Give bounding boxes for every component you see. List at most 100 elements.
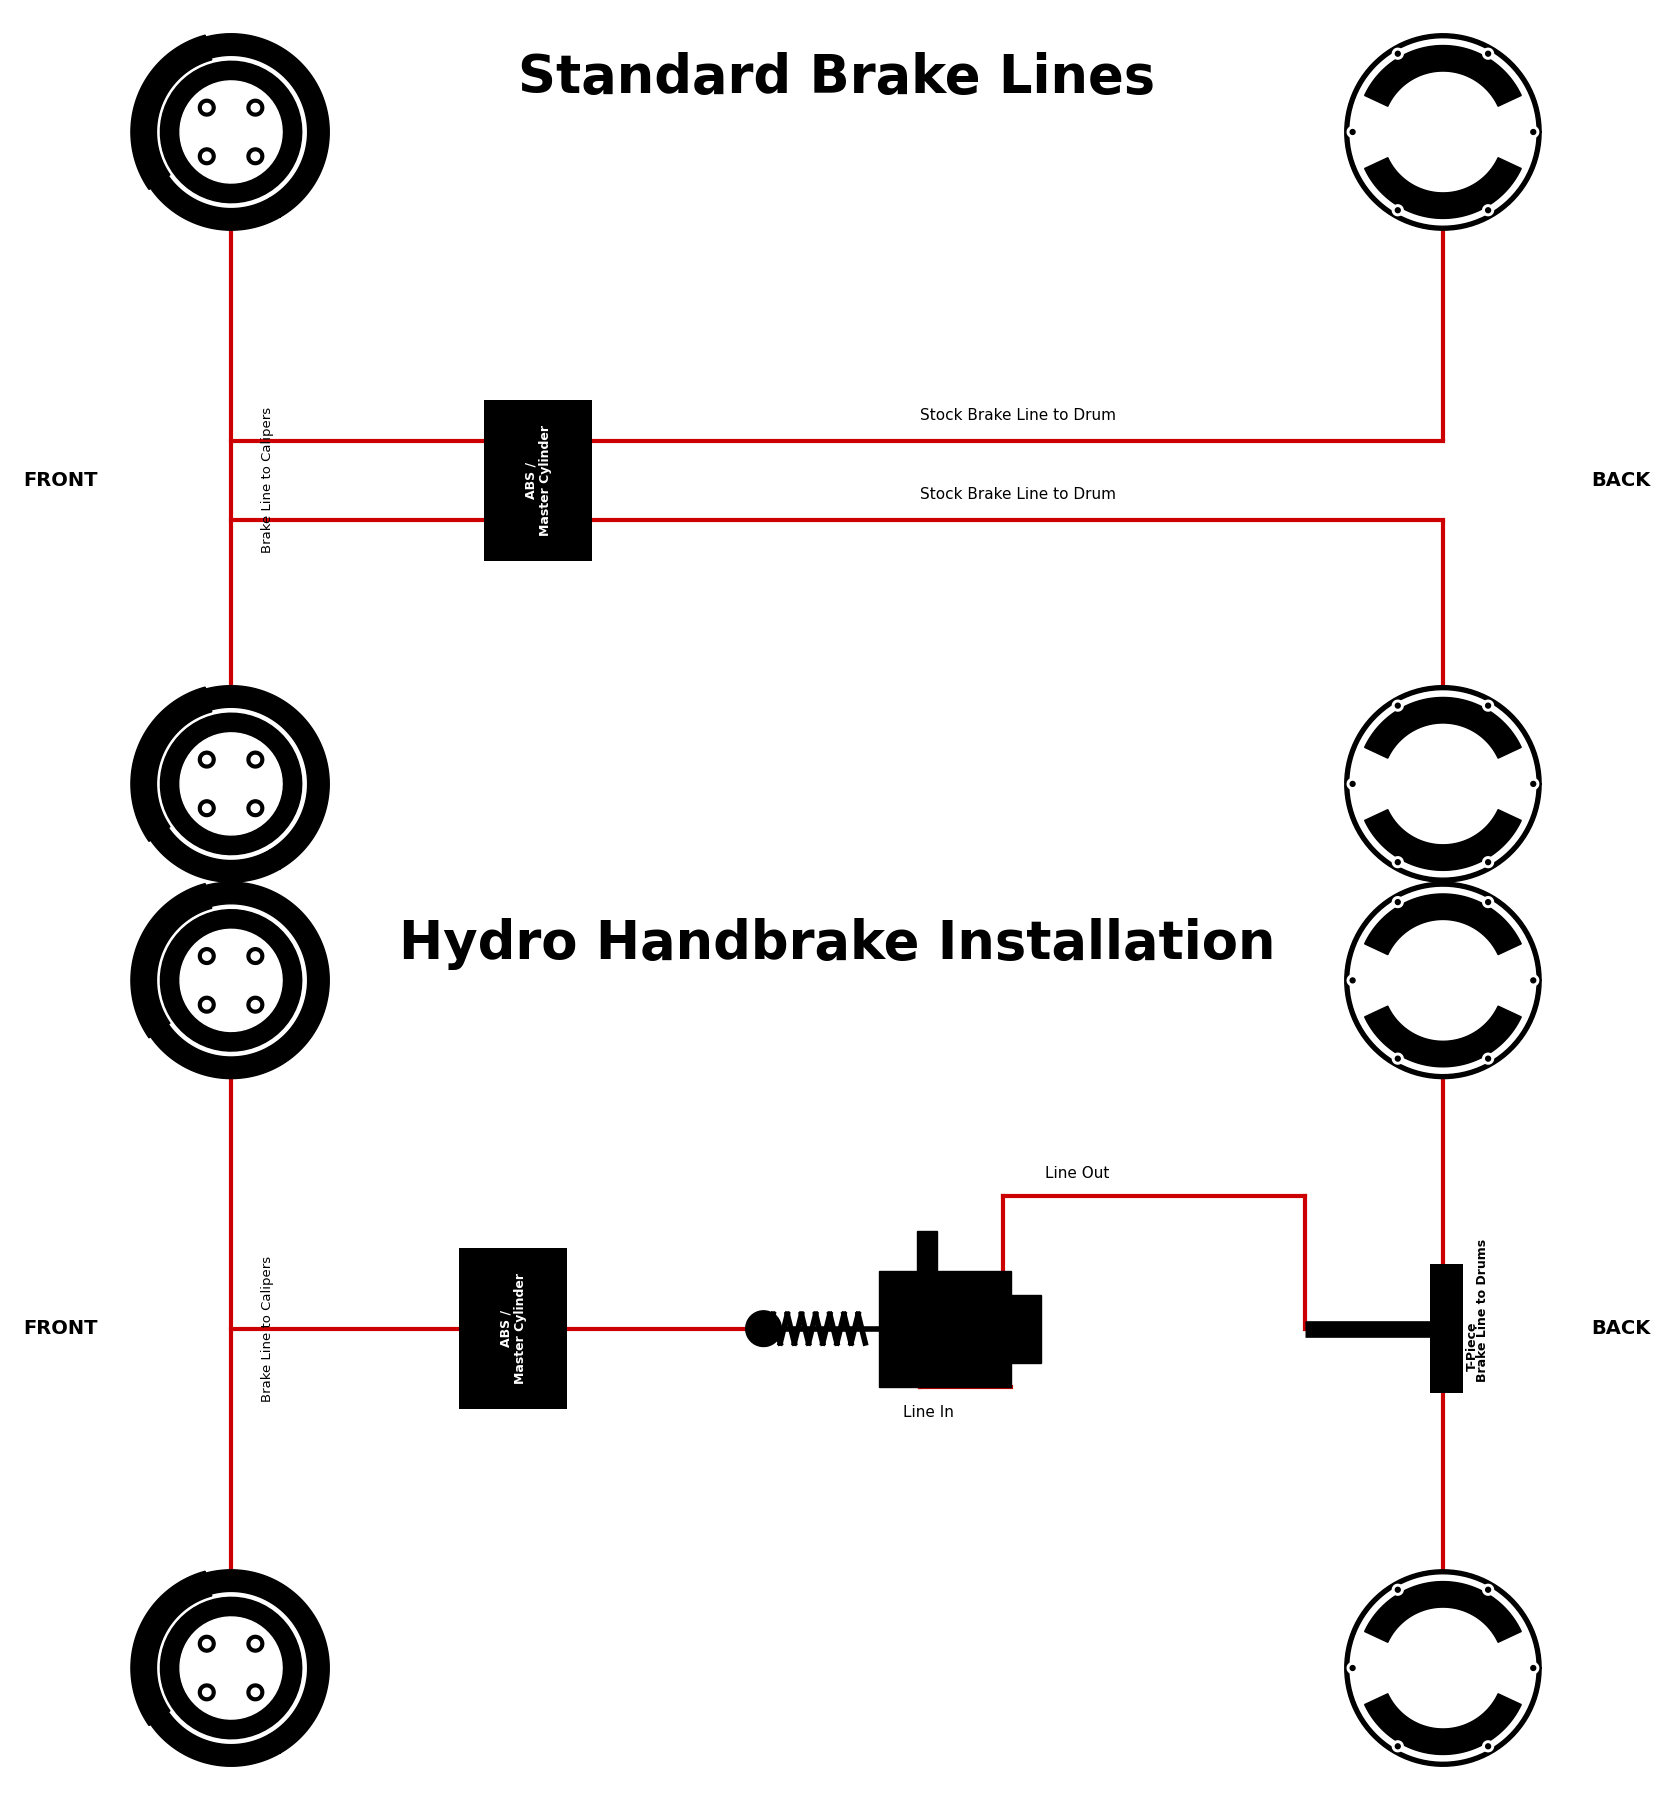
Text: ABS /
Master Cylinder: ABS / Master Cylinder [524,425,552,536]
FancyBboxPatch shape [878,1271,1010,1386]
Polygon shape [1405,747,1479,821]
Polygon shape [1482,857,1492,868]
Polygon shape [1405,1631,1479,1705]
Polygon shape [1395,860,1399,864]
Polygon shape [1347,1663,1357,1674]
Polygon shape [1395,1588,1399,1593]
Polygon shape [1484,1057,1489,1060]
Polygon shape [202,756,211,763]
Polygon shape [248,1636,264,1652]
Polygon shape [1482,1741,1492,1751]
Polygon shape [1363,1582,1521,1642]
Polygon shape [1484,207,1489,212]
Polygon shape [1363,1006,1521,1067]
Polygon shape [132,34,330,230]
Polygon shape [1482,1053,1492,1064]
Polygon shape [1363,895,1521,954]
Polygon shape [1484,900,1489,905]
Polygon shape [1347,126,1357,137]
Polygon shape [1529,130,1534,135]
Polygon shape [199,1685,214,1701]
Polygon shape [202,1688,211,1697]
Polygon shape [1484,860,1489,864]
Polygon shape [1343,34,1541,230]
Polygon shape [1395,207,1399,212]
Polygon shape [130,36,211,189]
FancyBboxPatch shape [483,400,592,560]
Polygon shape [251,1640,259,1647]
Text: Line In: Line In [902,1404,954,1420]
Text: Brake Line to Drums: Brake Line to Drums [1476,1238,1489,1382]
Polygon shape [1395,50,1399,56]
Polygon shape [1529,781,1534,787]
Polygon shape [1363,1694,1521,1755]
Polygon shape [202,805,211,812]
Polygon shape [1405,943,1479,1017]
Polygon shape [251,756,259,763]
Text: BACK: BACK [1591,472,1650,490]
Polygon shape [1484,1744,1489,1750]
Polygon shape [1392,700,1402,711]
Polygon shape [1350,977,1353,983]
Text: ABS /
Master Cylinder: ABS / Master Cylinder [499,1273,527,1384]
Polygon shape [1395,1744,1399,1750]
Polygon shape [199,997,214,1013]
Polygon shape [1482,205,1492,216]
Polygon shape [1484,704,1489,707]
Polygon shape [1529,1665,1534,1670]
Polygon shape [1392,1584,1402,1595]
Polygon shape [251,952,259,959]
Polygon shape [199,949,214,965]
Polygon shape [1363,810,1521,871]
Polygon shape [130,884,211,1039]
Polygon shape [161,1597,301,1739]
Polygon shape [132,1570,330,1766]
Polygon shape [202,103,211,112]
Polygon shape [248,799,264,817]
Polygon shape [199,148,214,164]
Polygon shape [248,148,264,164]
Polygon shape [1395,900,1399,905]
Polygon shape [251,1001,259,1008]
Polygon shape [130,688,211,841]
Polygon shape [744,1310,781,1346]
Polygon shape [1482,700,1492,711]
Polygon shape [161,713,301,855]
Text: BACK: BACK [1591,1319,1650,1337]
Polygon shape [1343,882,1541,1078]
Polygon shape [1392,1741,1402,1751]
Polygon shape [181,733,283,835]
Polygon shape [1392,1053,1402,1064]
Text: Standard Brake Lines: Standard Brake Lines [519,52,1154,104]
Polygon shape [1392,896,1402,907]
Text: FRONT: FRONT [23,472,99,490]
Polygon shape [1392,857,1402,868]
Polygon shape [1350,130,1353,135]
Text: Brake Line to Calipers: Brake Line to Calipers [261,407,274,553]
FancyBboxPatch shape [1010,1294,1041,1363]
Text: Stock Brake Line to Drum: Stock Brake Line to Drum [918,409,1114,423]
Polygon shape [199,1636,214,1652]
Polygon shape [1347,976,1357,986]
Polygon shape [1350,1665,1353,1670]
Polygon shape [1527,779,1537,790]
FancyBboxPatch shape [458,1247,567,1409]
Polygon shape [181,929,283,1031]
Polygon shape [132,686,330,882]
Polygon shape [181,1616,283,1719]
Polygon shape [161,61,301,203]
Polygon shape [1395,704,1399,707]
Polygon shape [248,1685,264,1701]
Polygon shape [1343,686,1541,882]
Polygon shape [1484,1588,1489,1593]
Polygon shape [1405,95,1479,169]
Polygon shape [202,952,211,959]
Polygon shape [1395,1057,1399,1060]
Text: T-Piece: T-Piece [1466,1321,1479,1372]
Polygon shape [1392,49,1402,59]
Polygon shape [1392,205,1402,216]
Polygon shape [199,99,214,115]
Text: Stock Brake Line to Drum: Stock Brake Line to Drum [918,486,1114,502]
Polygon shape [251,103,259,112]
Polygon shape [251,1688,259,1697]
